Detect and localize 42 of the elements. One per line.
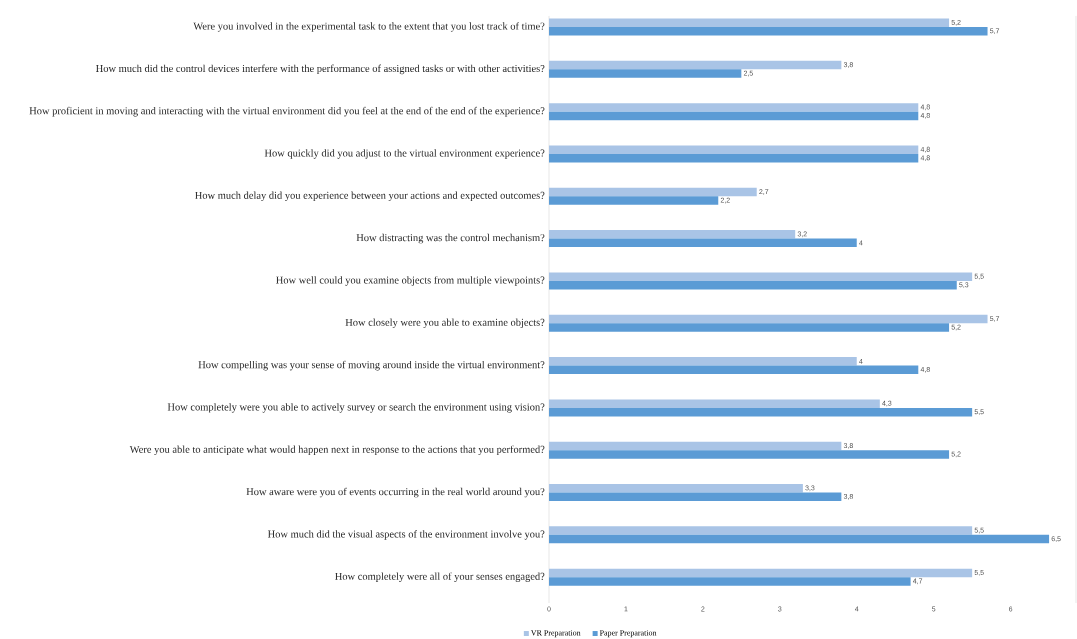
y-tick-label: How completely were all of your senses engaged?: [335, 572, 545, 582]
bar: [549, 399, 880, 408]
y-tick-label: How closely were you able to examine objects?: [345, 318, 545, 329]
bar: [549, 111, 919, 121]
bar: [549, 492, 842, 502]
y-tick-label: How well could you examine objects from multiple viewpoints?: [276, 276, 545, 286]
y-tick-label: How aware were you of events occurring in the real world around you?: [246, 487, 545, 498]
y-tick-label: How distracting was the control mechanism?: [356, 233, 545, 244]
bar: [549, 568, 973, 578]
bar: [549, 187, 757, 197]
bar: [549, 153, 919, 163]
bar: [549, 27, 988, 36]
bar: [549, 357, 857, 366]
y-tick-label: How much did the control devices interfere with the performance of assigned tasks or with other activities?: [96, 64, 545, 75]
bar: [549, 69, 742, 78]
y-tick-label: How much delay did you experience between your actions and expected outcomes?: [195, 191, 545, 202]
bar: [549, 280, 957, 290]
bar: [549, 323, 950, 332]
y-tick-label: How much did the visual aspects of the environment involve you?: [267, 530, 545, 540]
bar: [549, 145, 919, 154]
bar: [549, 314, 988, 324]
bar: [549, 272, 973, 281]
y-tick-label: How compelling was your sense of moving around inside the virtual environment?: [198, 360, 545, 371]
y-tick-label: Were you able to anticipate what would happen next in response to the actions that you performed?: [129, 445, 545, 456]
bar: [549, 365, 919, 375]
bar: [549, 577, 911, 586]
bar: [549, 534, 1050, 544]
y-tick-label: How completely were you able to actively survey or search the environment using vision?: [167, 403, 545, 413]
bar: [549, 60, 842, 70]
bar: [549, 196, 719, 205]
bar: [549, 526, 973, 535]
bar: [549, 238, 857, 248]
y-tick-label: How proficient in moving and interacting with the virtual environment did you feel at the end of the end of the experience?: [29, 106, 545, 117]
y-tick-label: How quickly did you adjust to the virtual environment experience?: [264, 149, 545, 159]
bar: [549, 103, 919, 112]
y-tick-label: Were you involved in the experimental task to the extent that you lost track of time?: [193, 22, 545, 32]
bar: [549, 230, 796, 239]
bar: [549, 450, 950, 459]
bar: [549, 407, 973, 417]
bar: [549, 484, 803, 493]
bar: [549, 441, 842, 451]
bar: [549, 18, 950, 27]
